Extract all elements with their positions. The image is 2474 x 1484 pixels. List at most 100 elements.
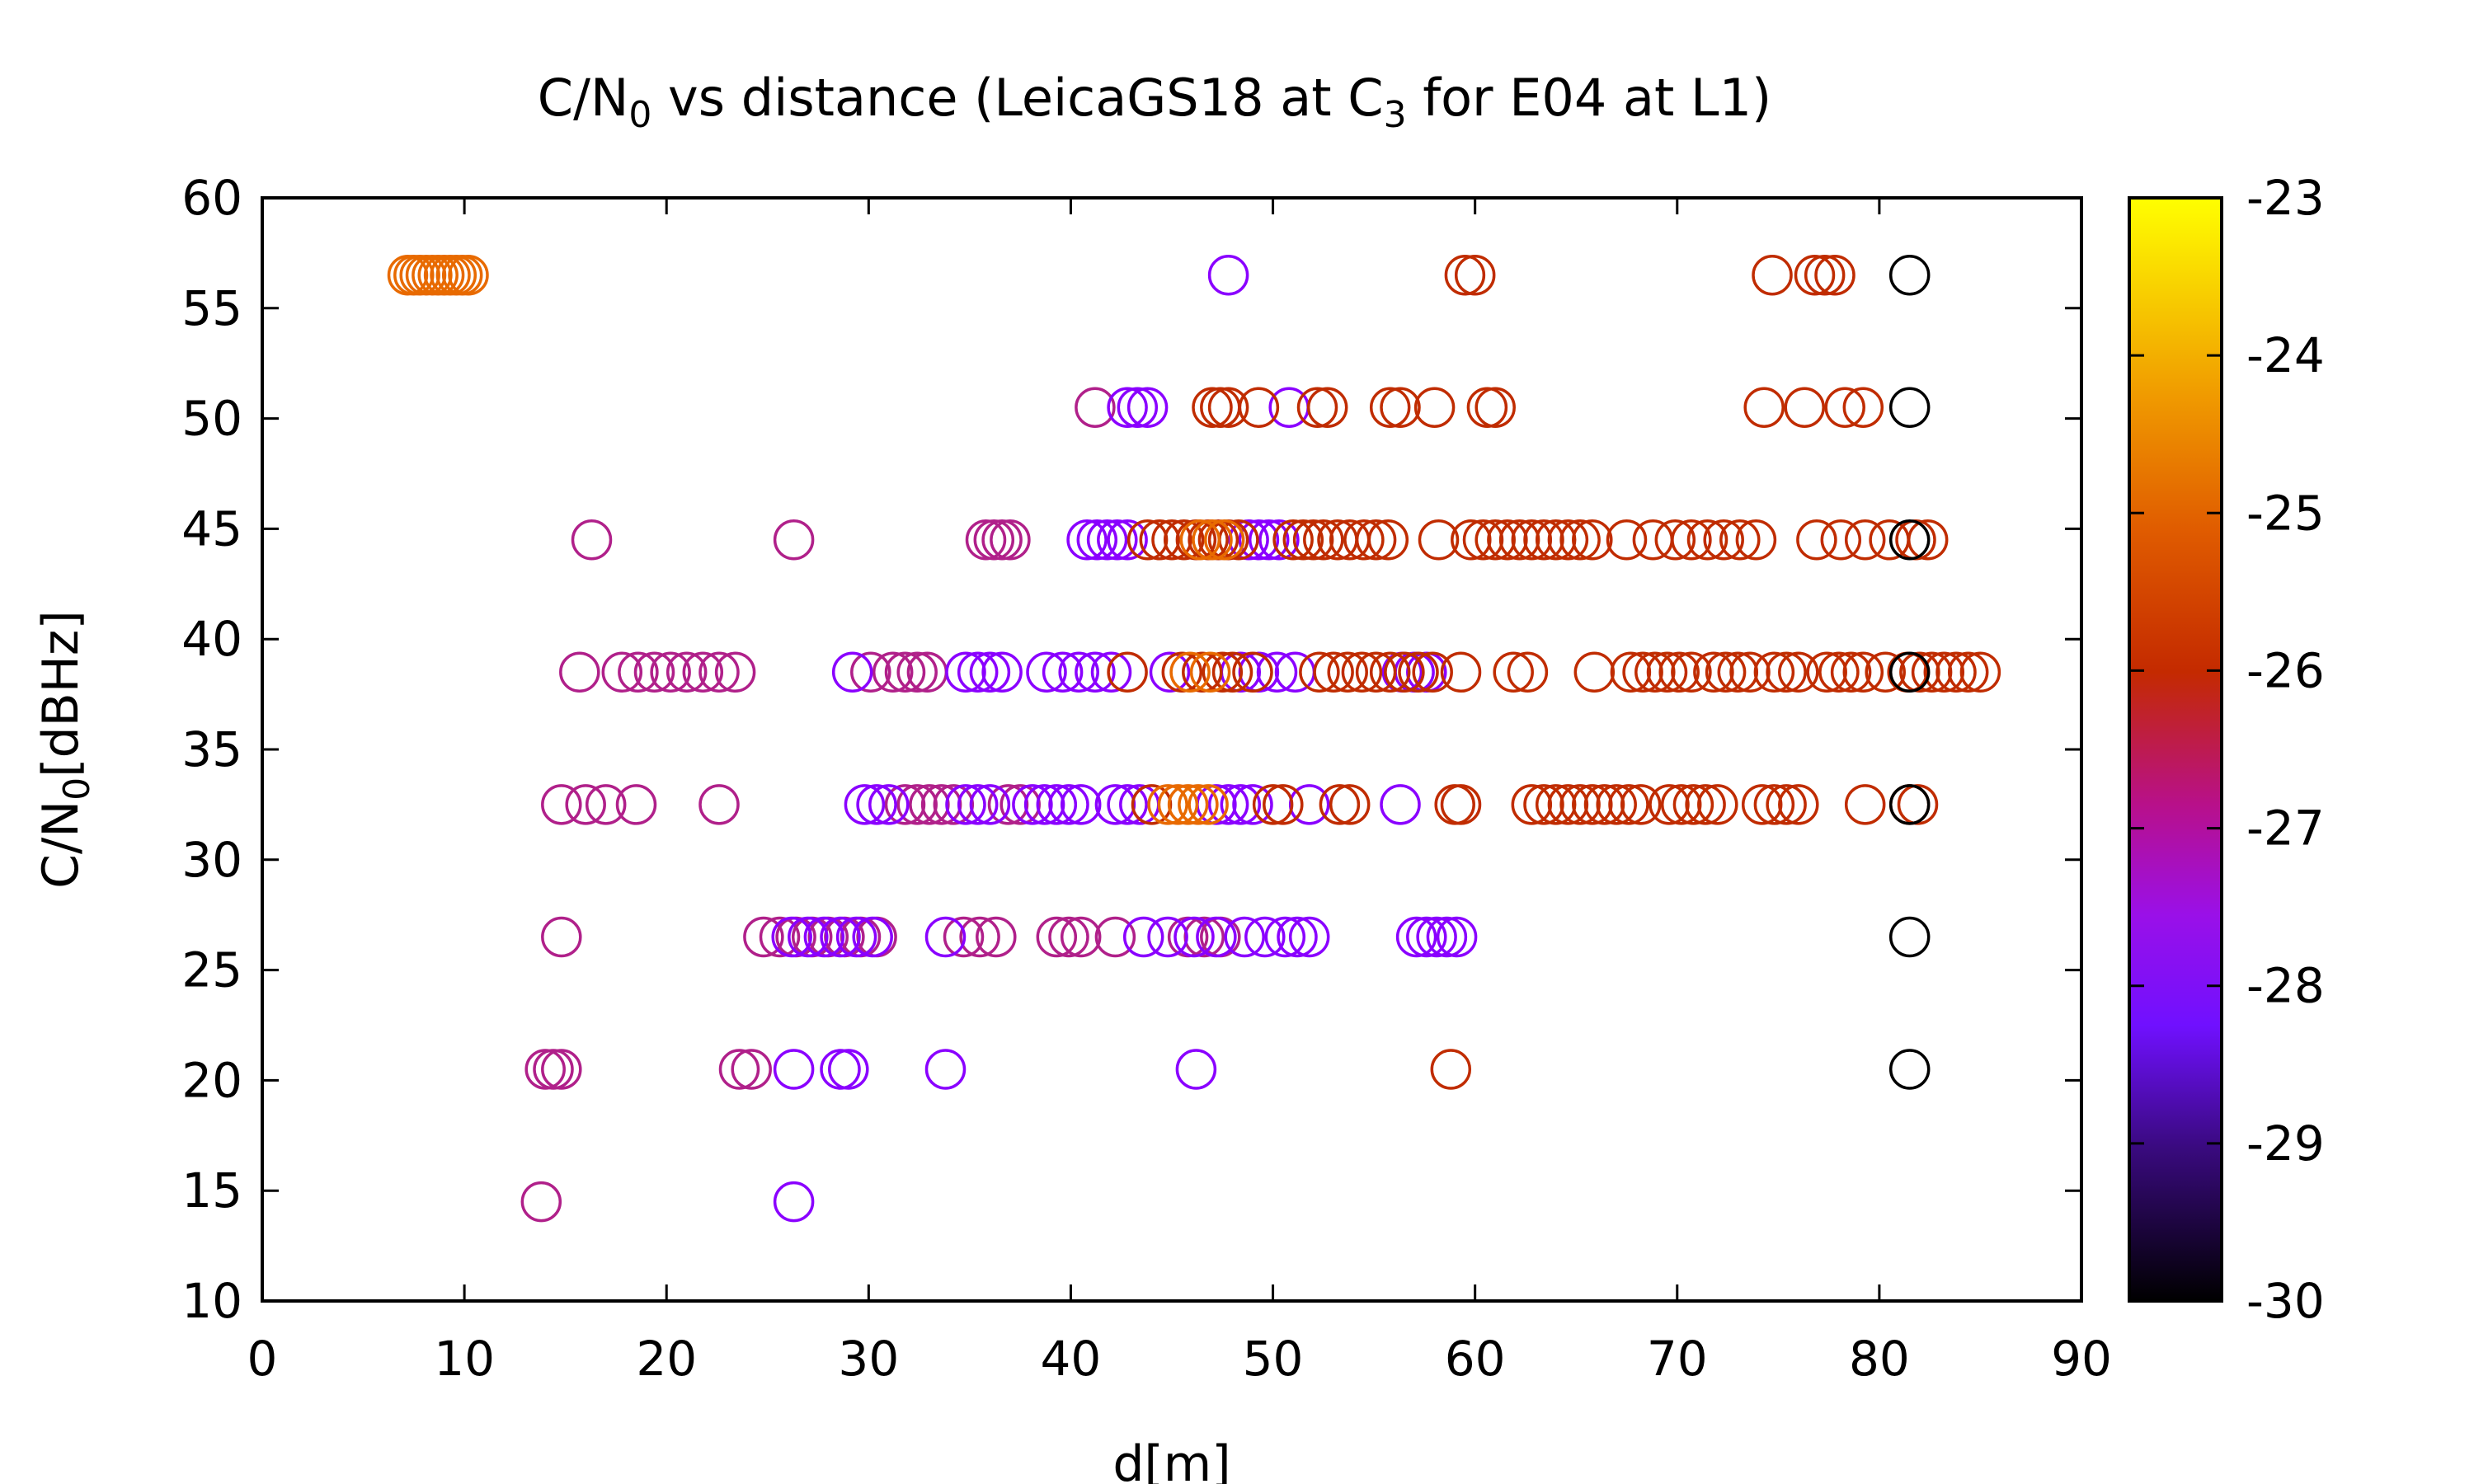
data-point (1292, 519, 1334, 561)
colorbar-tick-label: -23 (2246, 170, 2325, 226)
data-point (1263, 784, 1304, 825)
data-point (909, 784, 950, 825)
data-point (1844, 519, 1886, 561)
data-point (1842, 651, 1884, 693)
data-point (1228, 519, 1269, 561)
data-point (1252, 784, 1294, 825)
data-point (1288, 784, 1330, 825)
data-point (1012, 784, 1053, 825)
data-point (1888, 254, 1931, 296)
data-point (1313, 651, 1354, 693)
data-point (1547, 784, 1589, 825)
data-point (1412, 651, 1453, 693)
data-point (1126, 519, 1169, 561)
data-point (1220, 784, 1262, 825)
data-point (1649, 784, 1690, 825)
data-point (1658, 651, 1700, 693)
data-point (1498, 519, 1540, 561)
data-point (698, 651, 740, 693)
data-point (1343, 519, 1385, 561)
data-point (1244, 916, 1286, 958)
data-point (1753, 784, 1795, 825)
data-point (1169, 651, 1211, 693)
y-tick-label: 25 (181, 942, 242, 998)
data-point (1097, 519, 1138, 561)
data-point (1573, 651, 1616, 693)
x-tick-label: 0 (247, 1331, 278, 1387)
data-point (1149, 651, 1191, 693)
data-point (1622, 651, 1663, 693)
data-point (1157, 784, 1199, 825)
data-point (959, 916, 1000, 958)
data-point (1406, 916, 1447, 958)
data-point (1959, 651, 2001, 693)
data-point (945, 651, 986, 693)
data-point (1778, 784, 1819, 825)
data-point (585, 784, 627, 825)
data-point (1830, 651, 1872, 693)
data-point (1200, 387, 1241, 428)
data-point (1766, 784, 1807, 825)
x-tick-label: 40 (1041, 1331, 1102, 1387)
data-point (856, 784, 897, 825)
data-point (1380, 784, 1421, 825)
data-point (1384, 651, 1425, 693)
data-point (1163, 519, 1205, 561)
data-point (820, 916, 861, 958)
data-point (1060, 916, 1102, 958)
data-point (1167, 784, 1209, 825)
data-point (969, 651, 1011, 693)
data-point (1741, 784, 1783, 825)
data-point (1752, 254, 1793, 296)
data-point (920, 784, 962, 825)
data-point (1036, 916, 1078, 958)
y-tick-label: 60 (181, 170, 242, 226)
data-point (1258, 519, 1300, 561)
data-point (1462, 519, 1504, 561)
data-point (1842, 387, 1884, 428)
data-point (1820, 519, 1862, 561)
data-point (1048, 916, 1089, 958)
data-point (771, 916, 812, 958)
data-point (1161, 651, 1203, 693)
data-point (1211, 651, 1253, 693)
data-point (1107, 651, 1148, 693)
data-point (1413, 387, 1456, 428)
data-point (987, 784, 1029, 825)
data-point (1784, 387, 1825, 428)
data-point (618, 651, 659, 693)
data-point (1117, 387, 1159, 428)
data-point (831, 651, 873, 693)
data-point (1475, 519, 1516, 561)
data-point (945, 784, 986, 825)
data-point (1192, 387, 1233, 428)
data-point (1232, 784, 1273, 825)
data-point (1147, 784, 1188, 825)
data-point (1418, 519, 1460, 561)
y-tick-label: 10 (181, 1273, 242, 1329)
data-point (1060, 784, 1102, 825)
data-point (1703, 519, 1744, 561)
data-point (1844, 784, 1886, 825)
data-point (1583, 784, 1625, 825)
data-point (1416, 916, 1457, 958)
data-point (1947, 651, 1989, 693)
data-point (1107, 387, 1148, 428)
data-point (884, 651, 926, 693)
data-point (973, 519, 1015, 561)
data-point (601, 651, 643, 693)
data-point (1066, 519, 1108, 561)
y-tick-label: 20 (181, 1052, 242, 1108)
data-point (1806, 651, 1847, 693)
data-point (1341, 651, 1383, 693)
data-point (1369, 387, 1411, 428)
data-point (1430, 1049, 1472, 1090)
data-point (969, 784, 1011, 825)
data-point (1596, 784, 1637, 825)
data-point (1935, 651, 1977, 693)
data-point (933, 784, 975, 825)
x-tick-label: 30 (838, 1331, 899, 1387)
colorbar-tick-label: -24 (2246, 327, 2325, 383)
data-point (1535, 784, 1577, 825)
data-point (1355, 519, 1397, 561)
